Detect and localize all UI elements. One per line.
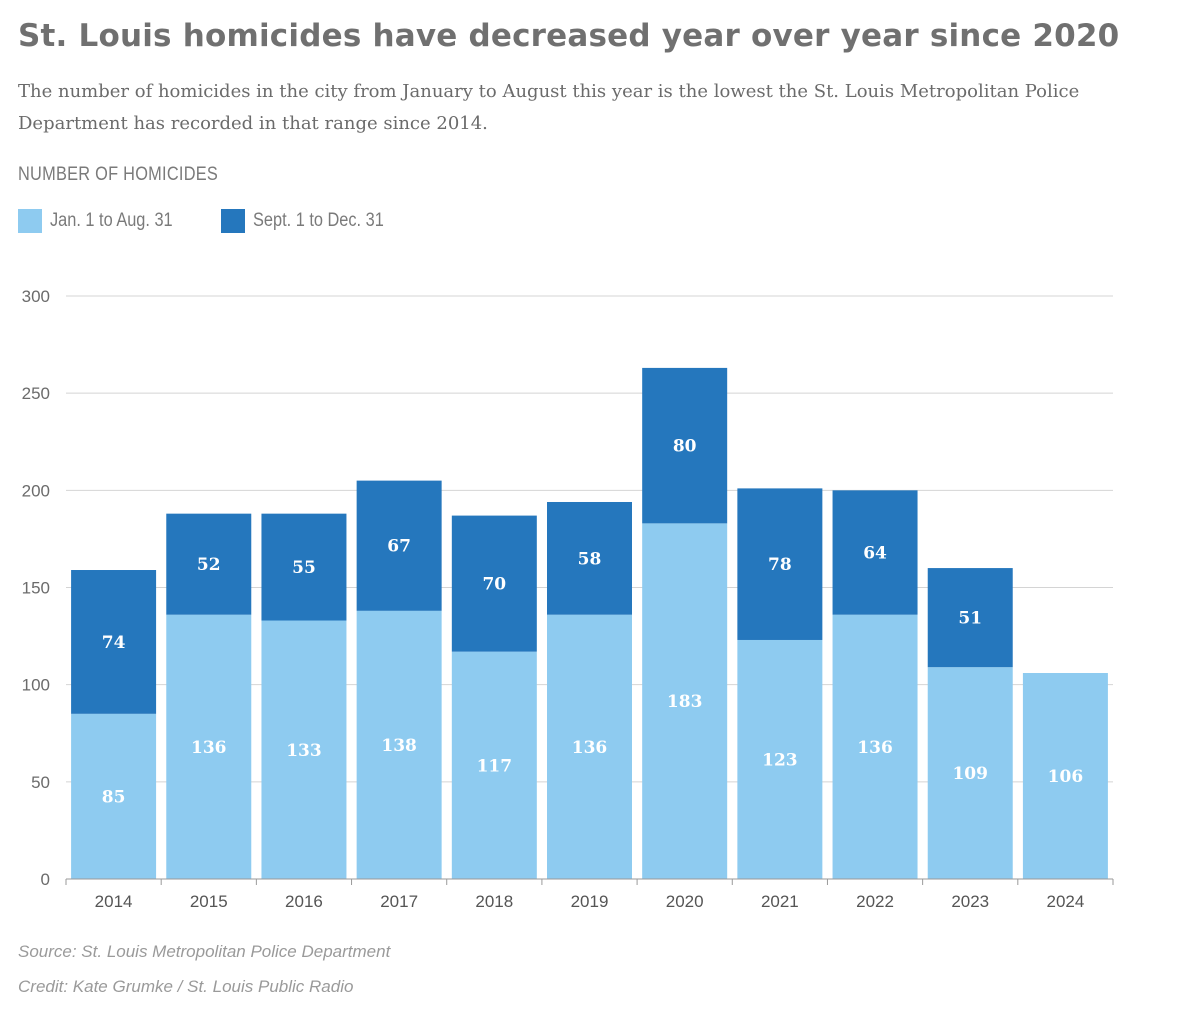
chart-title: St. Louis homicides have decreased year … (18, 18, 1120, 54)
bar-segment-jan-aug (166, 614, 252, 879)
x-tick-label: 2019 (571, 892, 609, 911)
bar-segment-jan-aug (927, 667, 1013, 879)
y-tick-label: 250 (22, 384, 50, 403)
data-label: 136 (572, 738, 608, 758)
legend: Jan. 1 to Aug. 31 Sept. 1 to Dec. 31 (18, 209, 433, 233)
bars: 85 74 136 52 133 55 138 67 117 70 136 58 183 80 123 78 1… (71, 367, 1108, 879)
data-label: 51 (958, 609, 982, 629)
legend-swatch-sept-dec (220, 209, 245, 233)
data-label: 78 (768, 555, 792, 575)
bar-segment-sept-dec (451, 515, 537, 652)
legend-swatch-jan-aug (18, 209, 42, 233)
x-tick-label: 2023 (951, 892, 989, 911)
data-label: 136 (191, 738, 227, 758)
data-label: 109 (952, 764, 988, 784)
bar-segment-sept-dec (642, 367, 728, 524)
data-label: 183 (667, 692, 703, 712)
bar-segment-sept-dec (166, 513, 252, 615)
chart-subtitle: The number of homicides in the city from… (18, 81, 1080, 134)
x-tick-label: 2021 (761, 892, 799, 911)
legend-label-sept-dec: Sept. 1 to Dec. 31 (252, 210, 384, 231)
bar-segment-jan-aug (261, 620, 347, 879)
bar-segment-sept-dec (927, 568, 1013, 668)
x-tick-label: 2014 (95, 892, 133, 911)
bar-segment-jan-aug (737, 639, 823, 879)
data-label: 67 (387, 537, 411, 557)
x-tick-label: 2017 (380, 892, 418, 911)
data-label: 55 (292, 558, 316, 578)
data-label: 138 (381, 736, 417, 756)
y-unit-label: NUMBER OF HOMICIDES (18, 164, 219, 185)
y-tick-label: 0 (41, 870, 50, 889)
data-label: 136 (857, 738, 893, 758)
y-tick-label: 100 (22, 676, 50, 695)
data-label: 117 (477, 756, 513, 776)
y-tick-label: 200 (22, 481, 50, 500)
data-label: 133 (286, 741, 322, 761)
bar-segment-sept-dec (737, 488, 823, 640)
data-label: 85 (102, 787, 126, 807)
bar-segment-sept-dec (71, 570, 157, 714)
data-label: 106 (1048, 767, 1084, 787)
y-tick-label: 150 (22, 579, 50, 598)
bar-segment-jan-aug (832, 614, 918, 879)
x-tick-label: 2020 (666, 892, 704, 911)
legend-label-jan-aug: Jan. 1 to Aug. 31 (50, 210, 173, 231)
bar-segment-jan-aug (451, 651, 537, 879)
bar-segment-jan-aug (356, 610, 442, 879)
x-tick-label: 2024 (1046, 892, 1084, 911)
source-note: Source: St. Louis Metropolitan Police De… (18, 942, 391, 961)
x-tick-label: 2016 (285, 892, 323, 911)
bar-segment-jan-aug (642, 523, 728, 879)
data-label: 58 (578, 549, 602, 569)
bar-segment-jan-aug (71, 713, 157, 879)
axes: 0 50 100 150 200 250 300 2014 2015 2016 2017 2018 20… (22, 287, 1114, 911)
bar-segment-sept-dec (547, 501, 632, 615)
bar-segment-sept-dec (832, 490, 918, 615)
data-label: 52 (197, 555, 221, 575)
y-tick-label: 300 (22, 287, 50, 306)
data-label: 64 (863, 544, 887, 564)
bar-segment-sept-dec (261, 513, 347, 621)
x-tick-label: 2022 (856, 892, 894, 911)
data-label: 70 (482, 575, 506, 595)
credit-note: Credit: Kate Grumke / St. Louis Public R… (18, 977, 354, 996)
bar-segment-sept-dec (356, 480, 442, 611)
x-tick-label: 2015 (190, 892, 228, 911)
legend-item-sept-dec: Sept. 1 to Dec. 31 (220, 209, 405, 233)
bar-segment-jan-aug (1022, 673, 1108, 879)
bar-segment-jan-aug (547, 614, 632, 879)
legend-item-jan-aug: Jan. 1 to Aug. 31 (18, 209, 193, 233)
x-tick-label: 2018 (475, 892, 513, 911)
y-tick-label: 50 (31, 773, 50, 792)
data-label: 123 (762, 750, 798, 770)
data-label: 74 (102, 633, 126, 653)
data-label: 80 (673, 437, 697, 457)
